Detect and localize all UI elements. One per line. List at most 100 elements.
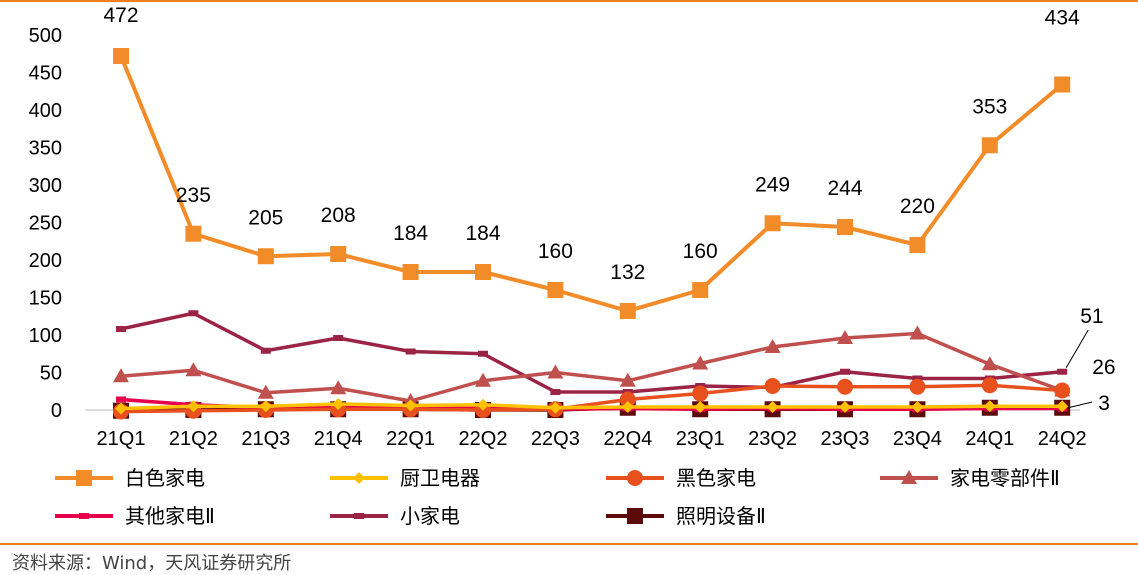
data-label: 132 [610,261,645,284]
x-tick-label: 22Q4 [603,428,652,450]
series-line [120,331,1063,403]
data-point [909,378,926,395]
data-label: 235 [176,184,211,207]
data-point [113,368,129,383]
y-tick-label: 300 [29,175,62,197]
data-point [547,282,564,298]
data-point [257,248,274,265]
data-point [983,400,996,413]
y-tick-label: 350 [29,138,62,160]
data-point [619,391,636,408]
data-point [405,348,416,355]
data-point [547,364,564,379]
data-point [766,401,779,413]
data-point [116,396,126,403]
y-tick-label: 450 [29,63,62,85]
series-line [119,55,1064,313]
data-point [475,264,491,280]
data-point [694,401,707,413]
x-tick-label: 21Q1 [97,428,146,450]
data-point [764,339,781,353]
data-point [550,389,561,395]
legend-swatch-marker [627,508,643,524]
data-point [909,237,926,253]
legend-swatch-marker [79,513,89,519]
source-note: 资料来源：Wind，天风证券研究所 [12,553,292,574]
data-point [549,401,562,414]
legend-label: 黑色家电 [676,466,756,490]
x-tick-label: 23Q3 [821,428,870,450]
data-point [404,399,417,412]
data-point [1054,382,1071,399]
data-point [837,330,853,344]
y-tick-label: 100 [29,325,62,347]
y-tick-label: 400 [29,100,62,122]
data-point [981,137,998,154]
data-point [260,347,271,354]
data-point [909,325,926,340]
legend-label: 照明设备Ⅱ [676,504,766,528]
data-label: 160 [683,240,718,263]
data-point [477,398,489,411]
data-point [185,225,202,242]
series-line [120,311,1063,394]
data-point [478,350,488,357]
data-label: 208 [321,204,356,227]
y-tick-label: 0 [51,400,62,422]
data-point [1056,400,1069,413]
data-point [330,380,347,395]
data-point [332,398,345,410]
data-point [330,246,347,262]
x-tick-label: 24Q1 [965,428,1014,450]
y-tick-label: 150 [29,288,62,310]
data-point [621,401,634,413]
data-point [188,310,199,317]
x-tick-label: 23Q4 [893,428,942,450]
end-data-label: 26 [1092,356,1115,379]
data-label: 244 [827,177,862,200]
data-label: 472 [103,4,138,27]
data-point [187,400,200,413]
legend-label: 其他家电Ⅱ [125,504,215,528]
data-point [259,400,272,413]
data-point [1057,368,1068,375]
x-tick-label: 22Q3 [531,428,580,450]
line-chart: 0 50 100 150 200 250 300 350 400 450 500 21Q1 21Q2 21… [29,4,1116,528]
top-rule [0,0,1138,2]
data-point [115,402,127,415]
y-tick-label: 200 [29,250,62,272]
x-tick-label: 22Q2 [459,428,508,450]
data-point [912,375,923,382]
data-label: 434 [1045,7,1080,30]
legend-swatch-marker [901,470,917,484]
data-label: 160 [538,240,573,263]
data-label: 184 [465,222,500,245]
x-tick-label: 23Q2 [748,428,797,450]
y-tick-label: 50 [40,363,62,385]
data-point [113,48,129,64]
end-data-label: 3 [1098,392,1110,415]
data-point [837,378,853,395]
x-tick-label: 24Q2 [1038,428,1087,450]
data-label: 353 [972,95,1007,118]
data-label: 220 [900,195,935,218]
data-point [1054,76,1071,93]
data-label: 249 [755,173,790,196]
x-tick-label: 21Q3 [241,428,290,450]
data-point [333,335,344,341]
data-point [116,326,126,332]
bottom-rule [0,543,1138,545]
legend-swatch-marker [627,470,643,486]
x-tick-label: 23Q1 [676,428,725,450]
data-label: 184 [393,222,428,245]
data-point [619,372,636,387]
legend-label: 厨卫电器 [400,466,480,490]
data-point [764,215,781,232]
data-point [692,385,709,402]
data-point [764,378,781,394]
data-point [257,384,274,399]
data-point [185,362,202,377]
end-data-label: 51 [1080,305,1103,328]
legend-label: 白色家电 [125,466,205,490]
data-point [475,372,491,387]
